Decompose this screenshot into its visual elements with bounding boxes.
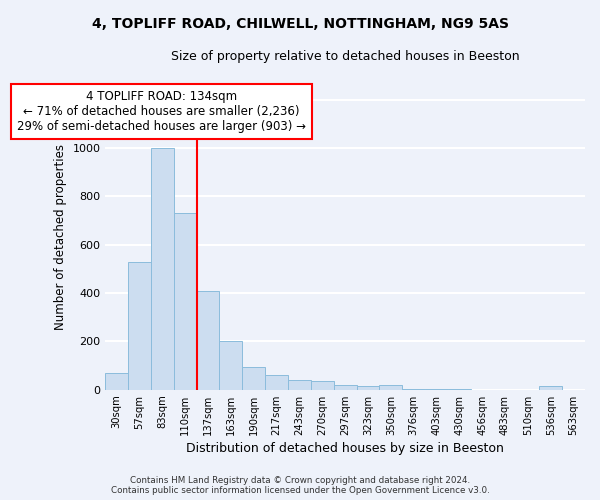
Text: Contains HM Land Registry data © Crown copyright and database right 2024.
Contai: Contains HM Land Registry data © Crown c…: [110, 476, 490, 495]
Bar: [197, 290, 220, 390]
Bar: [402, 389, 425, 390]
Y-axis label: Number of detached properties: Number of detached properties: [54, 144, 67, 330]
Bar: [220, 342, 242, 390]
Bar: [379, 385, 402, 390]
Bar: [288, 380, 311, 390]
Bar: [539, 386, 562, 390]
Bar: [105, 373, 128, 390]
Bar: [151, 148, 174, 390]
Bar: [334, 385, 356, 390]
Bar: [242, 367, 265, 390]
Bar: [425, 389, 448, 390]
Text: 4 TOPLIFF ROAD: 134sqm
← 71% of detached houses are smaller (2,236)
29% of semi-: 4 TOPLIFF ROAD: 134sqm ← 71% of detached…: [17, 90, 306, 133]
Bar: [356, 386, 379, 390]
Title: Size of property relative to detached houses in Beeston: Size of property relative to detached ho…: [171, 50, 520, 63]
Text: 4, TOPLIFF ROAD, CHILWELL, NOTTINGHAM, NG9 5AS: 4, TOPLIFF ROAD, CHILWELL, NOTTINGHAM, N…: [91, 18, 509, 32]
Bar: [174, 213, 197, 390]
Bar: [128, 262, 151, 390]
Bar: [265, 376, 288, 390]
Bar: [311, 382, 334, 390]
X-axis label: Distribution of detached houses by size in Beeston: Distribution of detached houses by size …: [186, 442, 504, 455]
